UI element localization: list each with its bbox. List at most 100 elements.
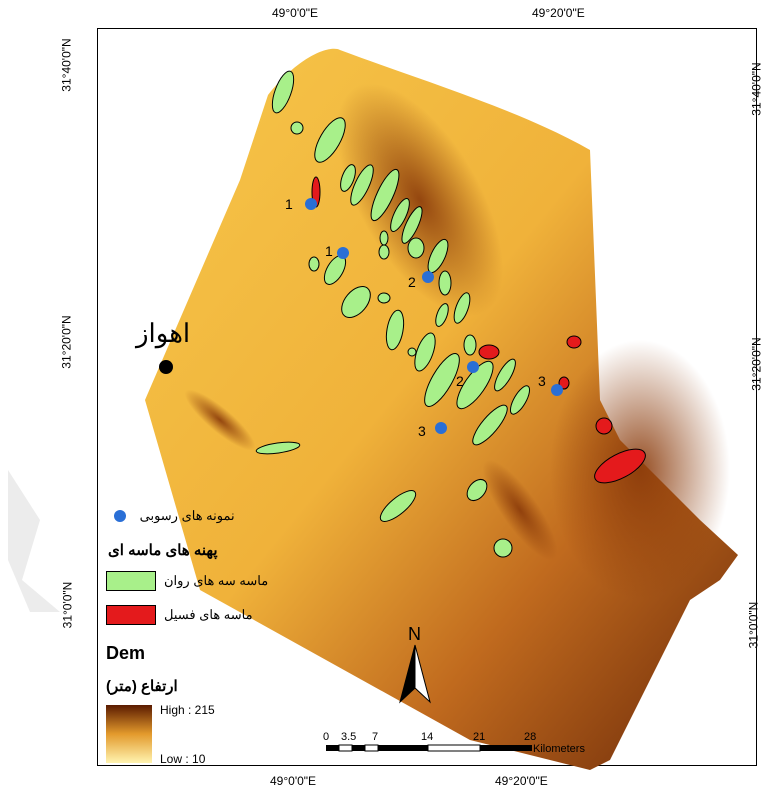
left-top-latitude-label: 31°40'0"N <box>59 38 74 92</box>
left-bottom-latitude-label: 31°0'0"N <box>60 581 75 629</box>
legend-high-label: High : 215 <box>160 703 215 717</box>
north-arrow-icon <box>414 644 431 704</box>
scale-tick-label: 0 <box>323 731 329 743</box>
active-dune-polygon <box>456 360 494 410</box>
active-dune-polygon <box>472 404 508 446</box>
legend-samples-label: نمونه های رسوبی <box>139 507 235 523</box>
right-top-latitude-label: 31°40'0"N <box>749 62 764 116</box>
legend-fossil-sands-label: ماسه های فسیل <box>164 607 253 622</box>
active-dunes-swatch <box>106 571 156 591</box>
legend-low-label: Low : 10 <box>160 752 206 766</box>
sample-label: 2 <box>456 373 464 389</box>
scale-tick-label: 7 <box>372 731 378 743</box>
active-dune-polygon <box>435 303 449 327</box>
dem-surface <box>145 48 738 770</box>
active-dune-polygon <box>314 117 346 163</box>
legend-dem-title: Dem <box>106 643 146 663</box>
elevation-ridge <box>336 83 504 317</box>
fossil-sand-polygon <box>478 344 500 360</box>
active-dune-polygon <box>390 197 410 233</box>
scale-tick-label: 28 <box>524 731 536 743</box>
scale-tick-label: 21 <box>473 731 485 743</box>
sample-label: 1 <box>325 243 333 259</box>
elevation-ridge <box>184 389 256 451</box>
fossil-sand-polygon <box>558 376 570 390</box>
sample-label: 3 <box>538 373 546 389</box>
active-dune-polygon <box>350 164 374 206</box>
sample-point[interactable] <box>337 247 349 259</box>
scale-segment <box>326 745 339 751</box>
city-label: اهواز <box>134 318 190 349</box>
scale-bar: 0 3.5 7 14 21 28 Kilometers <box>323 731 585 755</box>
sample-label: 1 <box>285 196 293 212</box>
sample-points <box>305 198 563 434</box>
active-dune-polygon <box>453 292 471 324</box>
active-dune-polygon <box>438 270 452 296</box>
active-dune-polygon <box>401 206 423 244</box>
active-dune-polygon <box>271 70 295 114</box>
active-dune-polygon <box>385 309 405 351</box>
active-dune-polygon <box>379 230 389 246</box>
bottom-right-longitude-label: 49°20'0"E <box>495 774 548 788</box>
sample-label: 3 <box>418 423 426 439</box>
active-dune-polygon <box>377 292 391 304</box>
active-dune-polygon <box>341 286 371 318</box>
top-right-longitude-label: 49°20'0"E <box>532 6 585 20</box>
fossil-sand-polygon <box>594 448 646 484</box>
scale-segment <box>480 745 532 751</box>
legend-active-dunes-label: ماسه سه های روان <box>164 573 269 588</box>
active-dune-polygon <box>509 385 531 415</box>
sample-label: 2 <box>408 274 416 290</box>
sample-point[interactable] <box>305 198 317 210</box>
scale-segment <box>352 745 365 751</box>
active-dune-polygon <box>379 490 417 522</box>
scale-unit-label: Kilometers <box>533 743 585 755</box>
right-mid-latitude-label: 31°20'0"N <box>749 337 764 391</box>
right-bottom-latitude-label: 31°0'0"N <box>746 601 761 649</box>
active-dune-polygon <box>308 256 320 272</box>
active-dune-polygon <box>463 334 477 356</box>
city-point[interactable] <box>159 360 173 374</box>
bottom-left-longitude-label: 49°0'0"E <box>270 774 317 788</box>
sample-point[interactable] <box>551 384 563 396</box>
sample-point[interactable] <box>467 361 479 373</box>
fossil-sand-polygon <box>566 335 582 349</box>
active-dune-polygon <box>340 164 356 192</box>
fossil-sand-polygon <box>595 417 613 435</box>
active-dune-polygon <box>466 478 488 502</box>
active-dune-polygon <box>414 332 436 372</box>
scale-segment <box>338 744 353 752</box>
active-dune-polygon <box>407 347 417 357</box>
sample-point[interactable] <box>435 422 447 434</box>
fossil-sands-swatch <box>106 605 156 625</box>
elevation-ridge <box>550 340 730 600</box>
active-dune-polygon <box>407 237 425 259</box>
elevation-ramp-swatch <box>106 705 152 763</box>
active-dune-polygon <box>494 358 516 392</box>
scale-tick-label: 3.5 <box>341 731 356 743</box>
active-dunes-layer <box>255 70 531 558</box>
legend-elevation-title: ارتفاع (متر) <box>106 678 178 695</box>
left-mid-latitude-label: 31°20'0"N <box>59 315 74 369</box>
active-dune-polygon <box>493 538 513 558</box>
active-dune-polygon <box>378 244 390 260</box>
watermark-shape <box>8 470 60 612</box>
active-dune-polygon <box>290 121 304 135</box>
active-dune-polygon <box>255 441 301 455</box>
active-dune-polygon <box>370 168 400 222</box>
scale-segment <box>364 744 379 752</box>
top-left-longitude-label: 49°0'0"E <box>272 6 319 20</box>
legend-samples-row: نمونه های رسوبی <box>114 507 235 524</box>
sample-point-swatch <box>114 509 126 522</box>
legend-sand-areas-title: پهنه های ماسه ای <box>108 542 218 559</box>
sample-point[interactable] <box>422 271 434 283</box>
scale-segment <box>427 744 481 752</box>
north-arrow: N <box>399 624 431 704</box>
elevation-ridge <box>482 459 558 561</box>
active-dune-polygon <box>424 353 460 407</box>
fossil-sands-layer <box>311 176 646 484</box>
scale-segment <box>378 745 428 751</box>
scale-tick-label: 14 <box>421 731 433 743</box>
north-arrow-label: N <box>408 624 421 644</box>
